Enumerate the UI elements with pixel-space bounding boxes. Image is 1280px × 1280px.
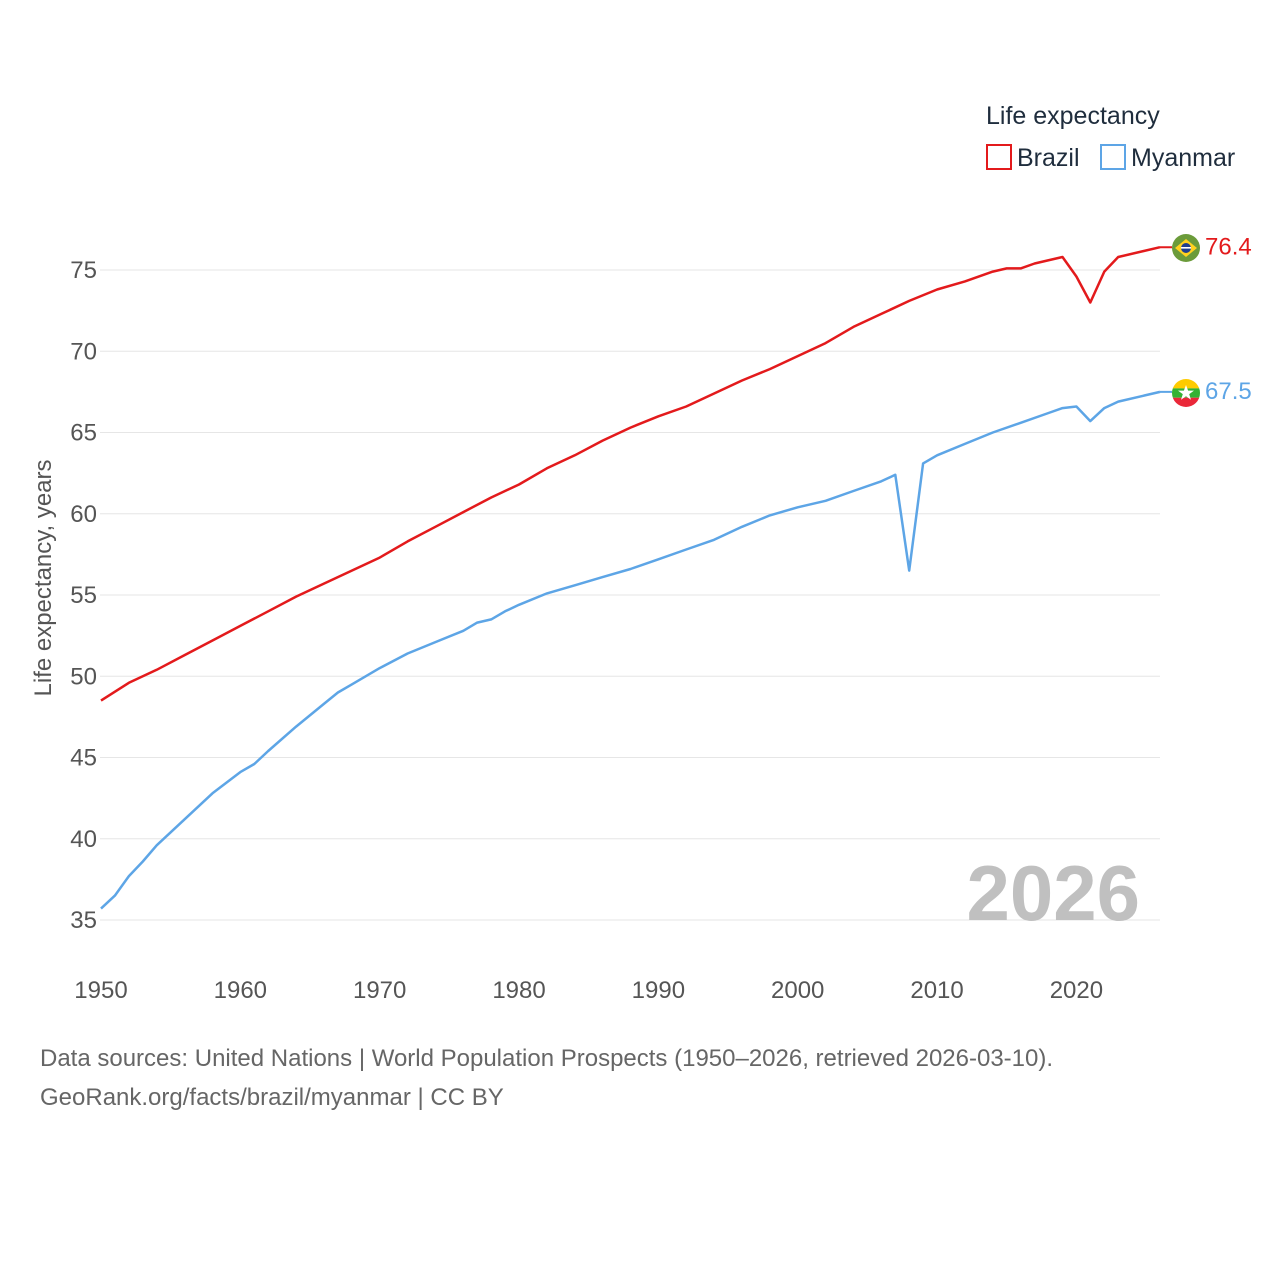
series-lines xyxy=(100,245,1172,910)
end-value-label-myanmar: 67.5 xyxy=(1205,378,1252,405)
legend-swatch-brazil xyxy=(986,144,1012,170)
series-line-brazil xyxy=(100,245,1161,702)
x-tick-1950: 1950 xyxy=(74,977,127,1004)
y-tick-50: 50 xyxy=(70,663,97,690)
y-axis-title: Life expectancy, years xyxy=(30,459,57,696)
x-tick-2010: 2010 xyxy=(910,977,963,1004)
x-tick-2000: 2000 xyxy=(771,977,824,1004)
series-line-myanmar xyxy=(100,390,1161,910)
y-tick-70: 70 xyxy=(70,338,97,365)
year-watermark: 2026 xyxy=(966,849,1140,937)
x-tick-1990: 1990 xyxy=(632,977,685,1004)
legend-title: Life expectancy xyxy=(986,102,1160,130)
y-axis-ticks: 35 40 45 50 55 60 65 70 75 xyxy=(70,257,97,934)
end-value-label-brazil: 76.4 xyxy=(1205,233,1252,260)
legend-item-myanmar[interactable]: Myanmar xyxy=(1100,144,1235,172)
data-source-note: Data sources: United Nations | World Pop… xyxy=(40,1045,1054,1072)
x-tick-1960: 1960 xyxy=(214,977,267,1004)
x-tick-1980: 1980 xyxy=(492,977,545,1004)
y-tick-55: 55 xyxy=(70,582,97,609)
brazil-flag-icon xyxy=(1172,234,1200,262)
gridlines xyxy=(100,269,1160,921)
x-axis-ticks: 1950 1960 1970 1980 1990 2000 2010 2020 xyxy=(74,977,1103,1004)
end-labels: 76.4 67.5 xyxy=(1205,233,1252,405)
legend-label-brazil: Brazil xyxy=(1017,144,1080,172)
y-tick-45: 45 xyxy=(70,745,97,772)
legend-swatch-myanmar xyxy=(1100,144,1126,170)
legend-label-myanmar: Myanmar xyxy=(1131,144,1235,172)
legend-item-brazil[interactable]: Brazil xyxy=(986,144,1080,172)
x-tick-1970: 1970 xyxy=(353,977,406,1004)
attribution-link[interactable]: GeoRank.org/facts/brazil/myanmar | CC BY xyxy=(40,1084,504,1111)
y-tick-40: 40 xyxy=(70,826,97,853)
y-tick-65: 65 xyxy=(70,420,97,447)
y-tick-60: 60 xyxy=(70,501,97,528)
y-tick-35: 35 xyxy=(70,907,97,934)
x-tick-2020: 2020 xyxy=(1050,977,1103,1004)
myanmar-flag-icon xyxy=(1172,379,1200,407)
y-tick-75: 75 xyxy=(70,257,97,284)
